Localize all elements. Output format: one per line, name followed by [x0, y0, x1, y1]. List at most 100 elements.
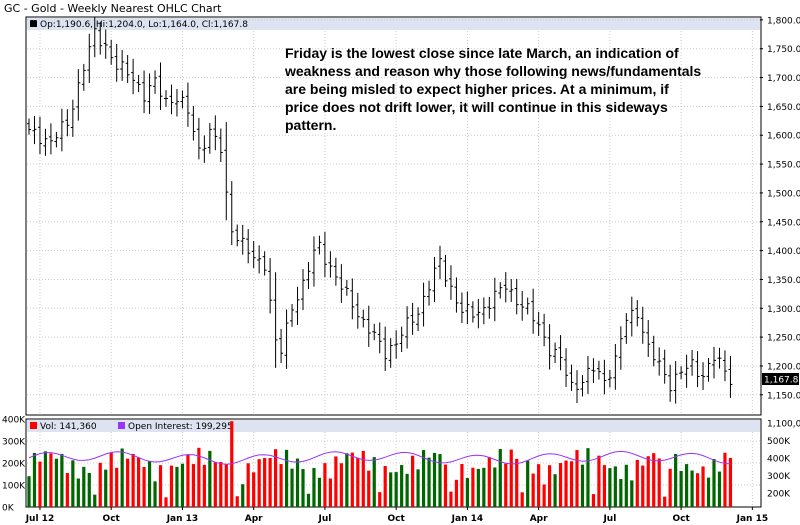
ohlc-bar	[690, 349, 695, 376]
volume-bar	[679, 470, 683, 507]
volume-bar	[558, 463, 563, 507]
volume-info-bar	[27, 420, 760, 432]
ohlc-bar	[520, 291, 525, 321]
volume-bar	[389, 472, 393, 507]
volume-bar	[71, 460, 75, 507]
volume-bar	[169, 465, 174, 507]
last-price-label: 1,167.8	[764, 376, 799, 386]
ohlc-bar	[575, 370, 579, 404]
price-ytick-label: 1,400.0	[767, 247, 800, 257]
ohlc-bar	[328, 251, 333, 278]
ohlc-bar	[712, 346, 716, 379]
ohlc-bar	[377, 322, 382, 354]
volume-bar	[685, 464, 689, 507]
volume-bar	[82, 466, 86, 507]
volume-bar	[263, 458, 267, 507]
volume-bar	[279, 464, 283, 507]
price-ytick-label: 1,300.0	[767, 305, 800, 315]
ohlc-bar	[657, 347, 662, 376]
volume-bar	[65, 473, 69, 507]
ohlc-bar	[87, 33, 92, 83]
price-ytick-label: 1,600.0	[767, 132, 800, 142]
volume-bar	[602, 465, 606, 507]
volume-bar	[290, 468, 294, 507]
volume-bar	[175, 466, 179, 507]
volume-bar	[109, 452, 113, 507]
ohlc-bar	[722, 350, 727, 382]
ohlc-bar	[558, 335, 563, 371]
volume-bar	[372, 457, 376, 507]
ohlc-bar	[246, 229, 251, 264]
ohlc-bar	[333, 257, 338, 286]
ohlc-bar	[448, 265, 453, 300]
ohlc-bar	[706, 358, 711, 382]
ohlc-bar	[481, 297, 486, 325]
open-interest-line	[28, 450, 731, 465]
volume-bar	[723, 452, 727, 507]
volume-bar	[312, 468, 316, 507]
volume-bar	[416, 469, 420, 507]
ohlc-bar	[131, 58, 136, 95]
volume-bar	[630, 480, 634, 507]
volume-bar	[498, 448, 502, 507]
volume-bar	[202, 464, 206, 507]
volume-bar	[548, 465, 552, 507]
ohlc-bar	[224, 122, 229, 221]
ohlc-bar	[109, 39, 114, 65]
ohlc-bar	[103, 29, 108, 59]
volume-bar	[323, 463, 327, 507]
ohlc-bar	[366, 305, 371, 347]
ohlc-bar	[618, 326, 623, 370]
ohlc-bar	[459, 292, 464, 324]
ohlc-bar	[27, 118, 31, 135]
volume-bar	[520, 492, 524, 507]
volume-ytick-right-label: 500K	[767, 437, 791, 447]
ohlc-bar	[613, 344, 618, 390]
volume-bar	[158, 465, 163, 507]
volume-bar	[76, 478, 80, 507]
ohlc-bar	[553, 342, 558, 364]
volume-bar	[537, 464, 541, 507]
volume-bar	[695, 473, 700, 507]
ohlc-bar	[509, 279, 514, 302]
volume-bar	[575, 450, 579, 507]
ohlc-bar	[114, 44, 119, 82]
volume-bar	[487, 457, 491, 507]
ohlc-bar	[514, 278, 519, 315]
ohlc-bar	[169, 84, 174, 115]
ohlc-bar	[218, 128, 223, 163]
volume-bar	[378, 492, 382, 507]
volume-bar	[131, 453, 135, 507]
ohlc-bar	[48, 123, 53, 155]
volume-bar	[701, 466, 705, 507]
price-ytick-label: 1,350.0	[767, 276, 800, 286]
volume-bar	[613, 466, 617, 507]
volume-bar	[383, 465, 387, 507]
ohlc-bar	[695, 351, 700, 388]
ohlc-bar	[142, 70, 147, 114]
ohlc-bar	[65, 109, 70, 137]
volume-bar	[87, 472, 91, 507]
volume-ytick-left-label: 0K	[2, 504, 15, 514]
price-ytick-label: 1,650.0	[767, 103, 800, 113]
price-info-bar	[27, 18, 760, 30]
ohlc-bar	[717, 347, 722, 369]
volume-bar	[438, 454, 442, 507]
ohlc-bar	[372, 323, 377, 341]
x-tick-label: Jul	[602, 514, 616, 524]
price-info-text: Op:1,190.6, Hi:1,204.0, Lo:1,164.0, Cl:1…	[40, 20, 248, 30]
ohlc-bar	[438, 245, 442, 280]
ohlc-bar	[196, 117, 201, 160]
volume-bar	[361, 450, 365, 507]
ohlc-bar	[339, 264, 344, 303]
volume-bar	[421, 450, 426, 507]
volume-bar	[635, 459, 639, 507]
volume-bar	[295, 458, 300, 507]
volume-ytick-left-label: 100K	[2, 482, 26, 492]
volume-bar	[652, 453, 656, 507]
ohlc-bar	[427, 280, 432, 306]
ohlc-bar	[136, 74, 141, 93]
volume-bar	[564, 460, 568, 507]
ohlc-bar	[279, 328, 284, 364]
volume-bar	[115, 467, 119, 507]
